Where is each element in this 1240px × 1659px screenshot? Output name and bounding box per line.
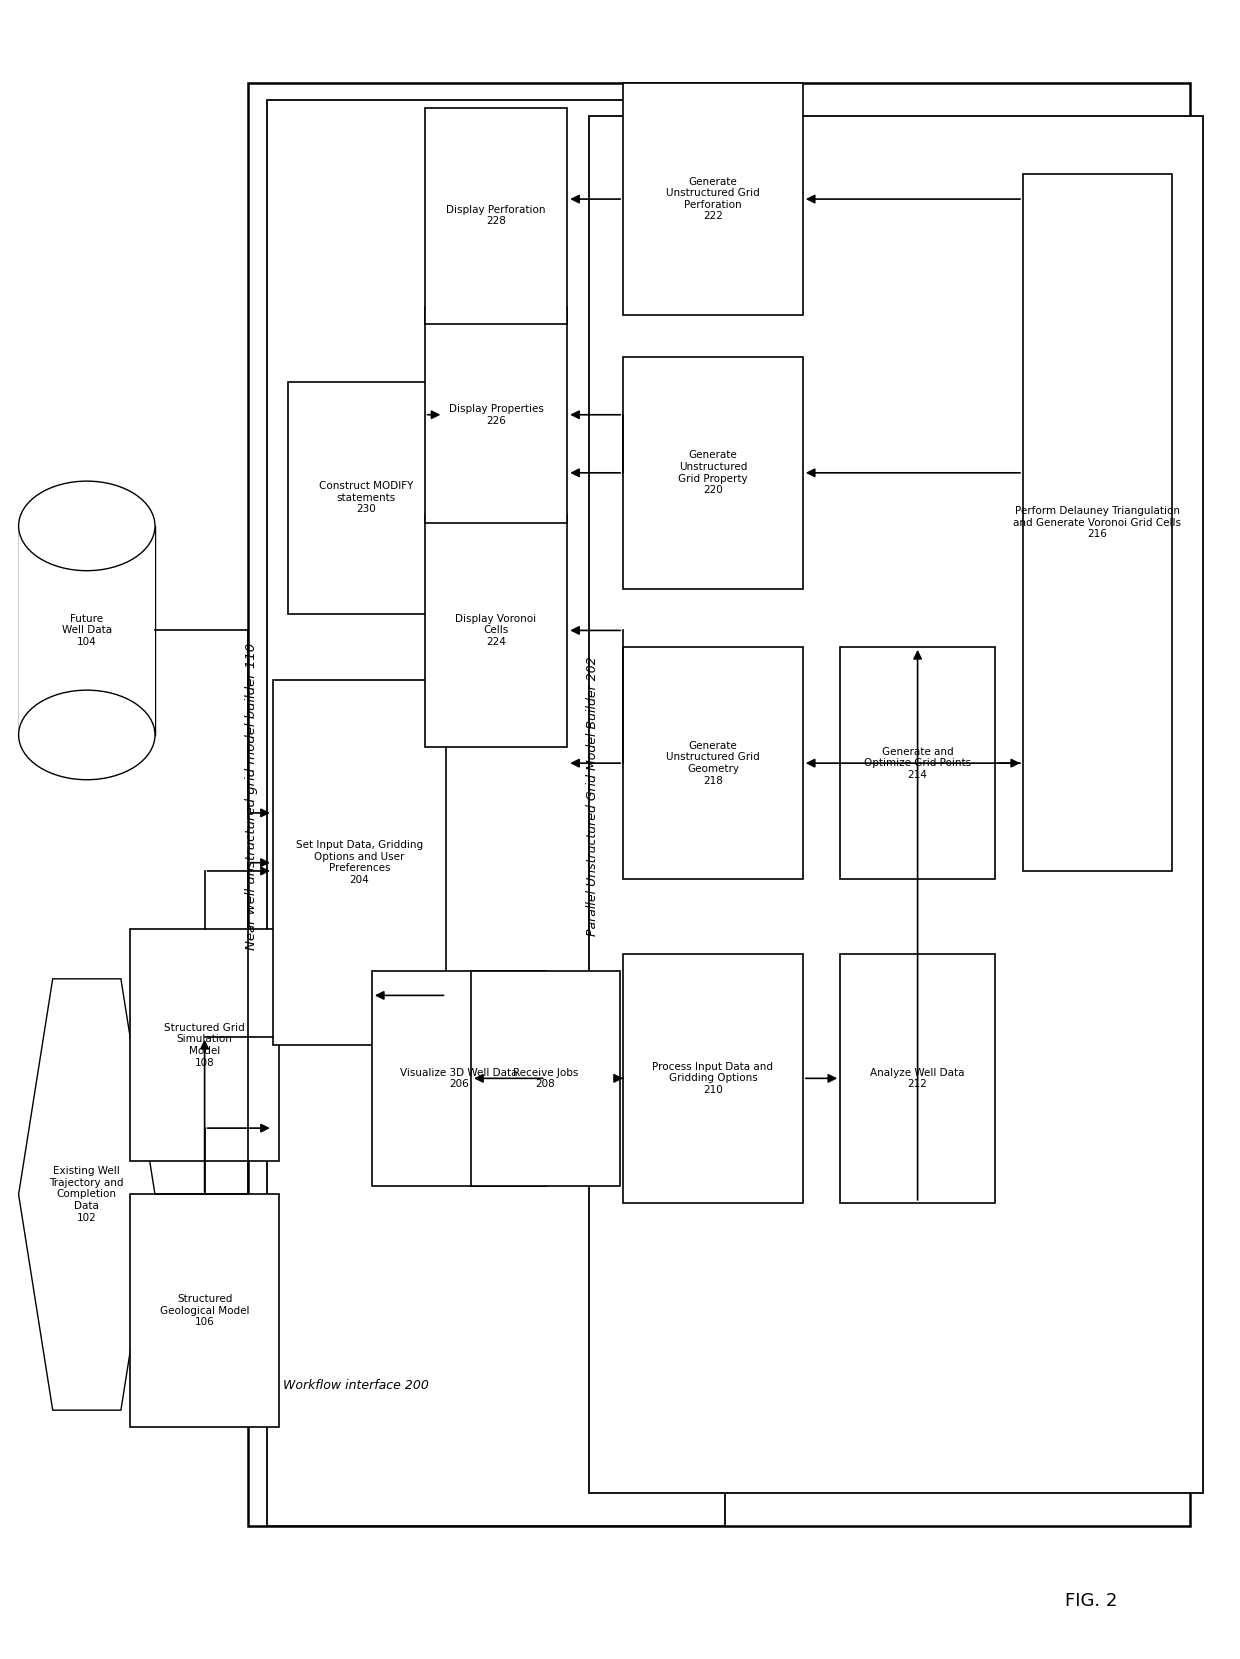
Polygon shape: [19, 979, 155, 1410]
Text: Process Input Data and
Gridding Options
210: Process Input Data and Gridding Options …: [652, 1062, 774, 1095]
FancyBboxPatch shape: [424, 514, 568, 747]
FancyBboxPatch shape: [1023, 174, 1172, 871]
Ellipse shape: [19, 690, 155, 780]
Text: Visualize 3D Well Data
206: Visualize 3D Well Data 206: [401, 1067, 517, 1090]
FancyBboxPatch shape: [622, 357, 804, 589]
Text: Existing Well
Trajectory and
Completion
Data
102: Existing Well Trajectory and Completion …: [50, 1166, 124, 1223]
FancyBboxPatch shape: [841, 647, 994, 879]
FancyBboxPatch shape: [372, 971, 546, 1186]
FancyBboxPatch shape: [622, 954, 804, 1203]
FancyBboxPatch shape: [622, 83, 804, 315]
Text: Perform Delauney Triangulation
and Generate Voronoi Grid Cells
216: Perform Delauney Triangulation and Gener…: [1013, 506, 1182, 539]
Text: FIG. 2: FIG. 2: [1065, 1593, 1117, 1609]
FancyBboxPatch shape: [130, 1194, 279, 1427]
FancyBboxPatch shape: [130, 929, 279, 1161]
Text: Future
Well Data
104: Future Well Data 104: [62, 614, 112, 647]
Text: Generate and
Optimize Grid Points
214: Generate and Optimize Grid Points 214: [864, 747, 971, 780]
FancyBboxPatch shape: [19, 526, 155, 735]
Text: Structured Grid
Simulation
Model
108: Structured Grid Simulation Model 108: [164, 1022, 246, 1068]
Text: Analyze Well Data
212: Analyze Well Data 212: [870, 1067, 965, 1090]
Text: Generate
Unstructured Grid
Geometry
218: Generate Unstructured Grid Geometry 218: [666, 740, 760, 786]
FancyBboxPatch shape: [248, 83, 1190, 1526]
Text: Display Perforation
228: Display Perforation 228: [446, 204, 546, 227]
FancyBboxPatch shape: [622, 647, 804, 879]
FancyBboxPatch shape: [589, 116, 1203, 1493]
Text: Generate
Unstructured Grid
Perforation
222: Generate Unstructured Grid Perforation 2…: [666, 176, 760, 222]
FancyBboxPatch shape: [424, 108, 568, 324]
Text: Parallel Unstructured Grid Model Builder 202: Parallel Unstructured Grid Model Builder…: [587, 657, 599, 936]
Text: Structured
Geological Model
106: Structured Geological Model 106: [160, 1294, 249, 1327]
Ellipse shape: [19, 481, 155, 571]
Text: Construct MODIFY
statements
230: Construct MODIFY statements 230: [319, 481, 413, 514]
FancyBboxPatch shape: [267, 100, 725, 1526]
FancyBboxPatch shape: [273, 680, 446, 1045]
FancyBboxPatch shape: [471, 971, 620, 1186]
Text: Generate
Unstructured
Grid Property
220: Generate Unstructured Grid Property 220: [678, 450, 748, 496]
Text: Receive Jobs
208: Receive Jobs 208: [513, 1067, 578, 1090]
Text: Near well unstructured grid model builder 110: Near well unstructured grid model builde…: [244, 642, 258, 951]
FancyBboxPatch shape: [841, 954, 994, 1203]
FancyBboxPatch shape: [424, 307, 568, 523]
Text: Display Properties
226: Display Properties 226: [449, 403, 543, 426]
Text: Workflow interface 200: Workflow interface 200: [283, 1379, 429, 1392]
FancyBboxPatch shape: [288, 382, 444, 614]
Text: Set Input Data, Gridding
Options and User
Preferences
204: Set Input Data, Gridding Options and Use…: [296, 839, 423, 886]
Text: Display Voronoi
Cells
224: Display Voronoi Cells 224: [455, 614, 537, 647]
